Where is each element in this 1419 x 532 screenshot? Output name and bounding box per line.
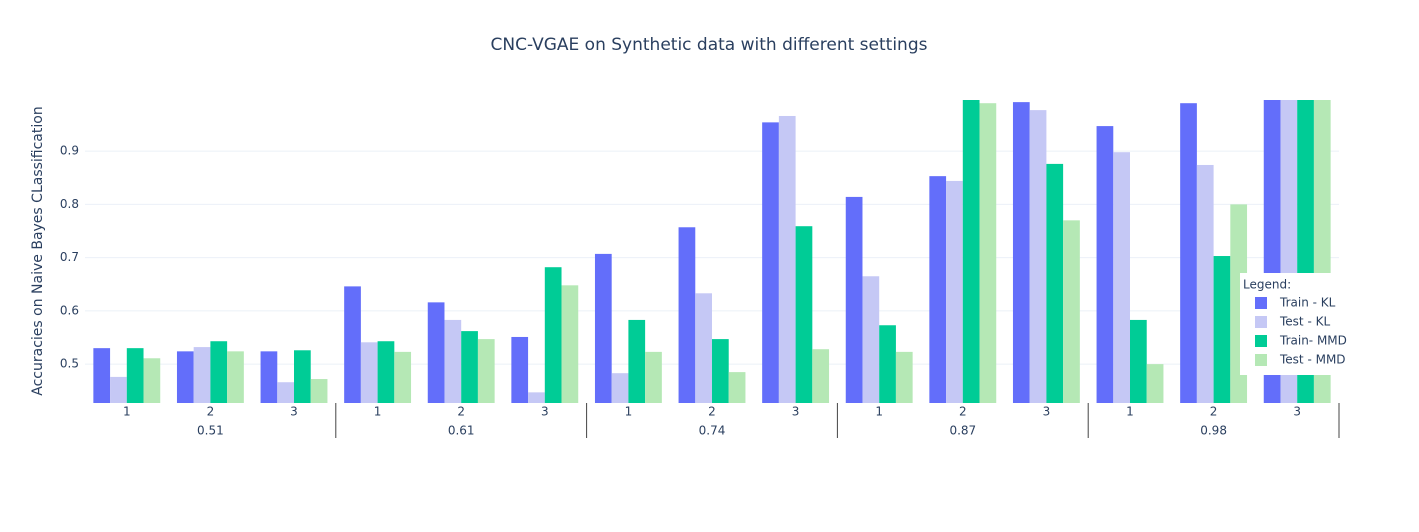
x-tick-label: 2 bbox=[207, 405, 215, 419]
bar bbox=[594, 253, 612, 403]
legend-label: Train- MMD bbox=[1279, 334, 1347, 348]
x-tick-label: 1 bbox=[875, 405, 883, 419]
bar bbox=[310, 379, 328, 403]
legend-label: Test - KL bbox=[1279, 315, 1330, 329]
bar bbox=[628, 319, 646, 403]
bar bbox=[1029, 110, 1047, 404]
bar bbox=[126, 348, 144, 403]
bar bbox=[544, 267, 562, 403]
bar bbox=[795, 226, 813, 403]
bar bbox=[1063, 220, 1080, 403]
bar bbox=[193, 347, 211, 403]
bar bbox=[176, 351, 194, 403]
bar bbox=[561, 285, 579, 403]
bar bbox=[444, 319, 462, 403]
axes: 0.5 0.6 0.7 0.8 0.9 1 2 3 1 2 3 1 2 3 1 2 3 1 2 3 0.51 0.61 0.… bbox=[60, 144, 1340, 438]
x-tick-label: 1 bbox=[123, 405, 131, 419]
bar bbox=[1096, 126, 1114, 404]
bar bbox=[1213, 256, 1231, 403]
x-group-label: 0.51 bbox=[197, 424, 224, 438]
bar bbox=[728, 372, 746, 403]
bar bbox=[762, 122, 779, 404]
y-tick-label: 0.6 bbox=[60, 303, 79, 317]
x-tick-label: 3 bbox=[541, 405, 549, 419]
chart-title: CNC-VGAE on Synthetic data with differen… bbox=[491, 35, 928, 55]
bar bbox=[461, 331, 478, 403]
bar bbox=[1113, 152, 1130, 403]
bar bbox=[862, 276, 880, 403]
bar bbox=[93, 348, 111, 403]
legend-swatch bbox=[1255, 316, 1267, 328]
bar bbox=[110, 376, 127, 403]
legend: Legend: Train - KL Test - KL Train- MMD Test… bbox=[1240, 273, 1352, 375]
y-tick-label: 0.5 bbox=[60, 357, 79, 371]
x-tick-label: 3 bbox=[792, 405, 800, 419]
x-tick-label: 2 bbox=[457, 405, 465, 419]
x-tick-label: 2 bbox=[959, 405, 967, 419]
bar bbox=[294, 350, 311, 403]
bar bbox=[360, 342, 378, 403]
bar bbox=[845, 196, 863, 403]
bar bbox=[143, 358, 161, 403]
bar bbox=[611, 373, 629, 403]
bar bbox=[511, 336, 529, 403]
x-tick-label: 2 bbox=[708, 405, 716, 419]
bar bbox=[1146, 364, 1164, 403]
legend-swatch bbox=[1255, 354, 1267, 366]
bar bbox=[778, 115, 796, 403]
bar bbox=[1046, 163, 1064, 403]
bar bbox=[1012, 102, 1030, 403]
x-group-label: 0.87 bbox=[949, 424, 976, 438]
bar bbox=[962, 100, 980, 403]
x-tick-label: 3 bbox=[290, 405, 298, 419]
legend-label: Test - MMD bbox=[1279, 353, 1346, 367]
legend-swatch bbox=[1255, 335, 1267, 347]
x-group-label: 0.98 bbox=[1200, 424, 1227, 438]
bar bbox=[879, 325, 896, 403]
x-group-label: 0.61 bbox=[448, 424, 475, 438]
bar bbox=[812, 349, 830, 403]
bar bbox=[377, 341, 395, 403]
bar bbox=[427, 302, 445, 403]
bar bbox=[712, 339, 729, 403]
bar bbox=[528, 392, 545, 403]
bar bbox=[260, 351, 278, 403]
x-tick-label: 2 bbox=[1210, 405, 1218, 419]
x-tick-label: 3 bbox=[1293, 405, 1301, 419]
bar bbox=[929, 176, 947, 403]
x-tick-label: 3 bbox=[1043, 405, 1051, 419]
bar bbox=[1130, 319, 1147, 403]
legend-label: Train - KL bbox=[1279, 296, 1336, 310]
y-tick-label: 0.8 bbox=[60, 197, 79, 211]
bar bbox=[645, 351, 662, 403]
y-tick-label: 0.9 bbox=[60, 144, 79, 158]
y-axis-title: Accuracies on Naive Bayes CLassification bbox=[30, 106, 46, 395]
bar bbox=[227, 351, 244, 403]
bar bbox=[210, 341, 228, 403]
y-tick-label: 0.7 bbox=[60, 250, 79, 264]
bar bbox=[895, 351, 913, 403]
bar bbox=[946, 180, 963, 403]
bar bbox=[979, 103, 997, 404]
bar bbox=[695, 293, 712, 403]
bar bbox=[277, 382, 294, 403]
bar bbox=[344, 286, 361, 403]
bar bbox=[1196, 164, 1214, 403]
legend-swatch bbox=[1255, 297, 1267, 309]
bar bbox=[394, 351, 412, 403]
bar bbox=[1180, 103, 1197, 404]
x-tick-label: 1 bbox=[374, 405, 382, 419]
legend-title: Legend: bbox=[1243, 278, 1291, 292]
x-group-label: 0.74 bbox=[699, 424, 726, 438]
bar bbox=[678, 227, 696, 403]
x-tick-label: 1 bbox=[625, 405, 633, 419]
bar bbox=[477, 339, 495, 403]
x-tick-label: 1 bbox=[1126, 405, 1134, 419]
